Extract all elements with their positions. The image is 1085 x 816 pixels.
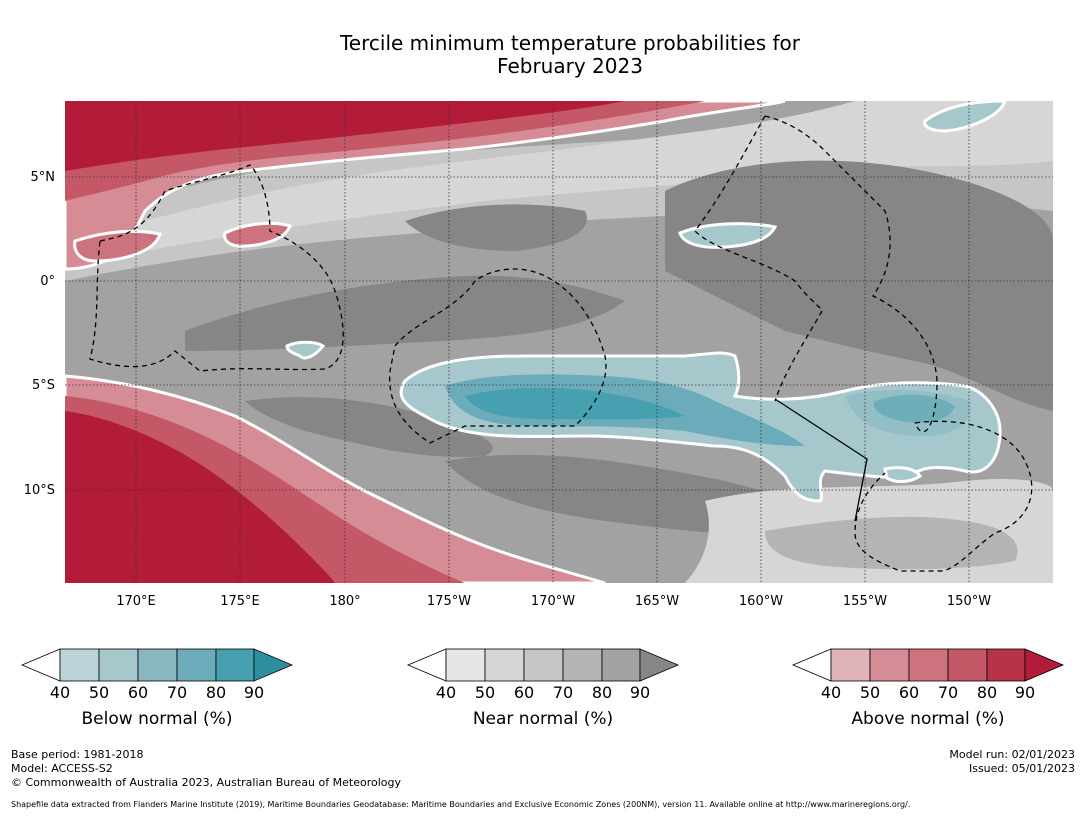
cbar-near-c2 xyxy=(484,648,525,682)
above-normal-strong-south xyxy=(65,411,335,583)
model-name: Model: ACCESS-S2 xyxy=(11,762,113,775)
cbar-near-tick: 40 xyxy=(435,683,457,702)
cbar-near-c3 xyxy=(523,648,564,682)
near-normal-mid-southeast xyxy=(765,516,1018,570)
eez-boundaries xyxy=(89,115,1033,572)
cbar-below-label: Below normal (%) xyxy=(81,709,233,729)
map-title-line2: February 2023 xyxy=(497,54,643,78)
lat-label-0: 0° xyxy=(40,274,55,289)
cbar-below-c5 xyxy=(215,648,255,682)
below-normal-strong-south xyxy=(465,387,685,420)
lon-label-180: 180° xyxy=(329,594,361,609)
cbar-near-label: Near normal (%) xyxy=(472,709,614,729)
footer-right: Model run: 02/01/2023 Issued: 05/01/2023 xyxy=(949,748,1075,776)
below-normal-patch-south-small xyxy=(883,466,923,483)
below-normal-patch-central xyxy=(678,222,778,249)
lon-label-175w: 175°W xyxy=(426,594,472,609)
near-normal-dark-east xyxy=(665,160,1053,411)
cbar-near-tick: 90 xyxy=(629,683,651,702)
cbar-below-c4 xyxy=(176,648,217,682)
cbar-above-tick: 90 xyxy=(1014,683,1036,702)
cbar-above-tick: 60 xyxy=(898,683,920,702)
cbar-above-tick: 80 xyxy=(976,683,998,702)
cbar-below-c3 xyxy=(137,648,178,682)
cbar-near-over xyxy=(639,648,680,682)
near-normal-lightest-north xyxy=(65,101,1053,266)
cbar-near-c1 xyxy=(445,648,486,682)
lon-label-170w: 170°W xyxy=(530,594,576,609)
base-period: Base period: 1981-2018 xyxy=(11,748,144,761)
gridlines xyxy=(65,101,1053,583)
cbar-above-under xyxy=(791,648,832,682)
cbar-below-over xyxy=(253,648,294,682)
lat-label-5n: 5°N xyxy=(30,170,56,185)
map-title: Tercile minimum temperature probabilitie… xyxy=(0,32,1085,78)
lat-label-10s: 10°S xyxy=(23,483,55,498)
footer-left: Base period: 1981-2018 Model: ACCESS-S2 … xyxy=(11,748,401,790)
map-title-line1: Tercile minimum temperature probabilitie… xyxy=(339,31,801,55)
cbar-near-tick: 80 xyxy=(591,683,613,702)
lon-label-170e: 170°E xyxy=(116,594,156,609)
cbar-below-tick: 80 xyxy=(205,683,227,702)
lon-label-150w: 150°W xyxy=(946,594,992,609)
cbar-below-tick: 40 xyxy=(49,683,71,702)
cbar-above-label: Above normal (%) xyxy=(851,709,1005,729)
cbar-near-tick: 70 xyxy=(552,683,574,702)
cbar-above-tick: 50 xyxy=(859,683,881,702)
cbar-above-c1 xyxy=(830,648,871,682)
lat-label-5s: 5°S xyxy=(31,378,55,393)
shapefile-credit: Shapefile data extracted from Flanders M… xyxy=(11,800,911,809)
colorbar-above-normal xyxy=(791,648,1065,682)
cbar-below-tick: 50 xyxy=(88,683,110,702)
cbar-above-c3 xyxy=(908,648,949,682)
colorbar-below-normal xyxy=(20,648,294,682)
lon-label-160w: 160°W xyxy=(738,594,784,609)
probability-map-svg xyxy=(65,101,1053,583)
copyright: © Commonwealth of Australia 2023, Austra… xyxy=(11,776,401,789)
model-run: Model run: 02/01/2023 xyxy=(949,748,1075,761)
cbar-above-c5 xyxy=(986,648,1026,682)
cbar-near-tick: 60 xyxy=(513,683,535,702)
cbar-below-c2 xyxy=(98,648,139,682)
near-normal-dark-north-west xyxy=(405,204,587,251)
lon-label-175e: 175°E xyxy=(220,594,260,609)
near-normal-dark-central xyxy=(185,275,625,351)
cbar-above-c4 xyxy=(947,648,988,682)
cbar-below-c1 xyxy=(59,648,100,682)
lon-label-165w: 165°W xyxy=(634,594,680,609)
colorbar-near-normal xyxy=(406,648,680,682)
cbar-above-c2 xyxy=(869,648,910,682)
cbar-below-tick: 70 xyxy=(166,683,188,702)
below-normal-patch-northeast xyxy=(923,101,1007,133)
cbar-near-under xyxy=(406,648,447,682)
cbar-near-tick: 50 xyxy=(474,683,496,702)
above-normal-patch-north-west xyxy=(73,229,162,263)
cbar-near-c5 xyxy=(601,648,641,682)
cbar-above-over xyxy=(1024,648,1065,682)
cbar-near-c4 xyxy=(562,648,603,682)
cbar-below-under xyxy=(20,648,61,682)
above-normal-patch-north-small xyxy=(223,221,292,248)
probability-map xyxy=(65,101,1053,583)
cbar-above-tick: 40 xyxy=(820,683,842,702)
cbar-above-tick: 70 xyxy=(937,683,959,702)
boundary-solid-line xyxy=(774,398,868,522)
below-normal-core-east xyxy=(845,389,971,436)
below-normal-patch-west xyxy=(285,340,326,360)
lon-label-155w: 155°W xyxy=(842,594,888,609)
issued-date: Issued: 05/01/2023 xyxy=(968,762,1075,775)
cbar-below-tick: 90 xyxy=(243,683,265,702)
cbar-below-tick: 60 xyxy=(127,683,149,702)
